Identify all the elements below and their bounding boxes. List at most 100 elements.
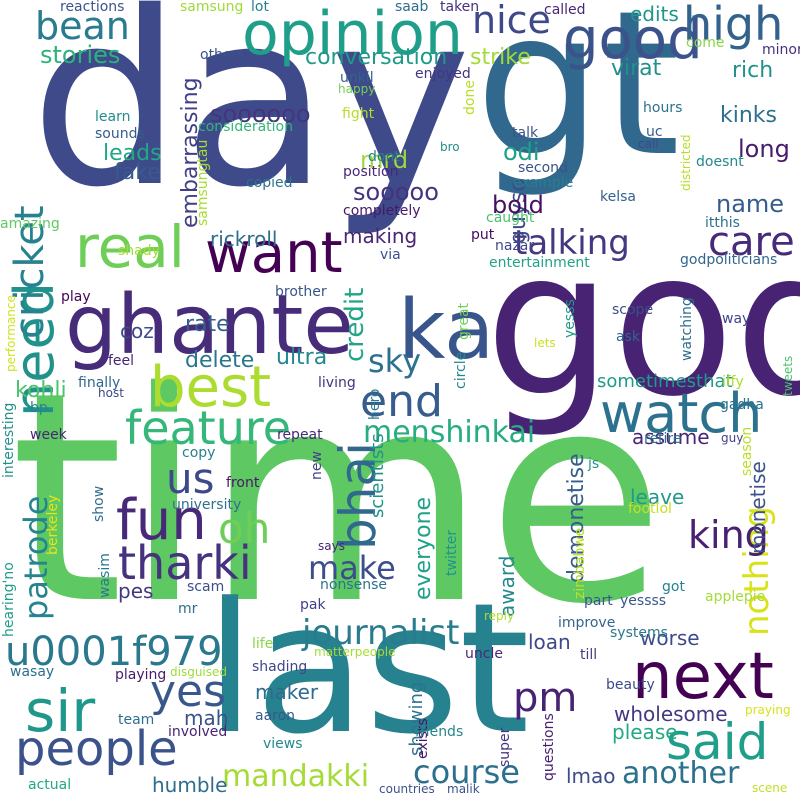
word-taken: taken bbox=[440, 0, 480, 15]
word-position: position bbox=[343, 164, 399, 180]
word-tharki: tharki bbox=[118, 536, 252, 590]
word-sir: sir bbox=[25, 677, 96, 745]
word-uc: uc bbox=[646, 124, 663, 140]
word-zimbabwe: zimbabwe bbox=[572, 527, 588, 599]
word-edits: edits bbox=[630, 2, 679, 26]
word-second: second bbox=[518, 160, 568, 176]
word-put: put bbox=[471, 227, 495, 243]
word-gadha: gadha bbox=[720, 397, 764, 413]
word-wasim: wasim bbox=[97, 553, 113, 598]
word-yesss: yesss bbox=[562, 299, 578, 338]
word-leave: leave bbox=[630, 485, 685, 509]
word-opinion: opinion bbox=[242, 0, 463, 69]
word-samsungtau: samsungtau bbox=[195, 139, 211, 226]
word-u0001f979: u0001f979 bbox=[5, 629, 223, 675]
word-playing: playing bbox=[115, 667, 167, 683]
word-bp: bp bbox=[30, 400, 48, 416]
word-coz: coz bbox=[120, 319, 154, 343]
word-done: done bbox=[462, 80, 478, 115]
word-circle: circle bbox=[453, 351, 469, 389]
word-talking: talking bbox=[514, 223, 630, 263]
word-unkil: unkil bbox=[340, 70, 374, 86]
word-finally: finally bbox=[78, 375, 121, 391]
word-via: via bbox=[380, 247, 401, 263]
word-countries: countries bbox=[379, 782, 435, 796]
word-till: till bbox=[580, 647, 598, 663]
word-ask: ask bbox=[616, 329, 640, 345]
word-best: best bbox=[150, 355, 272, 420]
word-scene: scene bbox=[752, 781, 788, 795]
word-people: people bbox=[15, 721, 178, 777]
word-says: says bbox=[318, 539, 345, 553]
word-another: another bbox=[622, 756, 740, 791]
word-university: university bbox=[172, 497, 242, 513]
word-kelsa: kelsa bbox=[600, 189, 636, 205]
word-nice: nice bbox=[472, 0, 551, 42]
word-berkeley: berkeley bbox=[45, 494, 61, 555]
word-example: example bbox=[513, 175, 574, 191]
word-credit: credit bbox=[340, 287, 370, 362]
word-wasay: wasay bbox=[10, 664, 55, 680]
word-pes: pes bbox=[118, 579, 154, 603]
word-twitter: twitter bbox=[444, 529, 460, 576]
word-sooooo: sooooo bbox=[353, 178, 439, 206]
word-care: care bbox=[708, 219, 795, 265]
word-show: show bbox=[91, 485, 107, 522]
word-nazar: nazar bbox=[495, 238, 535, 254]
word-lmao: lmao bbox=[566, 764, 616, 788]
word-retire: retire bbox=[644, 431, 682, 447]
word-worse: worse bbox=[640, 626, 700, 650]
word-award: award bbox=[495, 555, 519, 617]
word-footlol: footlol bbox=[628, 501, 672, 517]
word-ghante: ghante bbox=[65, 278, 354, 373]
word-life: life bbox=[252, 636, 274, 652]
word-improve: improve bbox=[558, 615, 616, 631]
word-part: part bbox=[584, 593, 613, 609]
word-pm: pm bbox=[513, 675, 578, 721]
word-good: good bbox=[563, 7, 703, 72]
word-last: last bbox=[205, 565, 530, 774]
word-maker: maker bbox=[255, 680, 319, 704]
word-end: end bbox=[360, 376, 443, 427]
word-amazing: amazing bbox=[0, 216, 60, 232]
word-us: us bbox=[166, 454, 215, 503]
word-questions: questions bbox=[541, 713, 557, 781]
word-odi: odi bbox=[503, 138, 540, 166]
word-praying: praying bbox=[745, 703, 791, 717]
word-ka: ka bbox=[398, 283, 495, 378]
word-saab: saab bbox=[395, 0, 429, 15]
word-performance: performance bbox=[4, 295, 18, 372]
word-week: week bbox=[30, 427, 67, 443]
word-mrd: mrd bbox=[360, 146, 409, 174]
word-beauty: beauty bbox=[606, 677, 655, 693]
word-interesting: interesting bbox=[1, 402, 17, 478]
word-rate: rate bbox=[185, 312, 230, 337]
word-fake: fake bbox=[114, 160, 161, 185]
word-great: great bbox=[456, 302, 472, 340]
word-make: make bbox=[308, 549, 396, 587]
word-itthis: itthis bbox=[705, 215, 740, 231]
word-oh: oh bbox=[218, 504, 271, 553]
word-copy: copy bbox=[182, 445, 216, 461]
word-actual: actual bbox=[28, 777, 72, 793]
word-assume: assume bbox=[632, 425, 710, 449]
word-course: course bbox=[413, 753, 520, 791]
word-journalist: journalist bbox=[302, 613, 460, 653]
word-said: said bbox=[666, 713, 769, 771]
word-please: please bbox=[612, 720, 678, 744]
word-long: long bbox=[738, 135, 790, 163]
word-talk: talk bbox=[512, 125, 539, 141]
word-play: play bbox=[61, 289, 91, 305]
word-rich: rich bbox=[732, 58, 774, 83]
word-nonsense: nonsense bbox=[320, 577, 387, 593]
word-repeat: repeat bbox=[277, 427, 323, 443]
word-menshinkai: menshinkai bbox=[363, 415, 536, 450]
word-mr: mr bbox=[178, 601, 198, 617]
word-making: making bbox=[343, 224, 418, 248]
word-reply: reply bbox=[484, 609, 515, 623]
word-yessss: yessss bbox=[620, 593, 667, 609]
word-reactions: reactions bbox=[60, 0, 125, 15]
word-involved: involved bbox=[168, 724, 228, 740]
word-delete: delete bbox=[185, 348, 255, 373]
word-gt: gt bbox=[475, 0, 681, 201]
